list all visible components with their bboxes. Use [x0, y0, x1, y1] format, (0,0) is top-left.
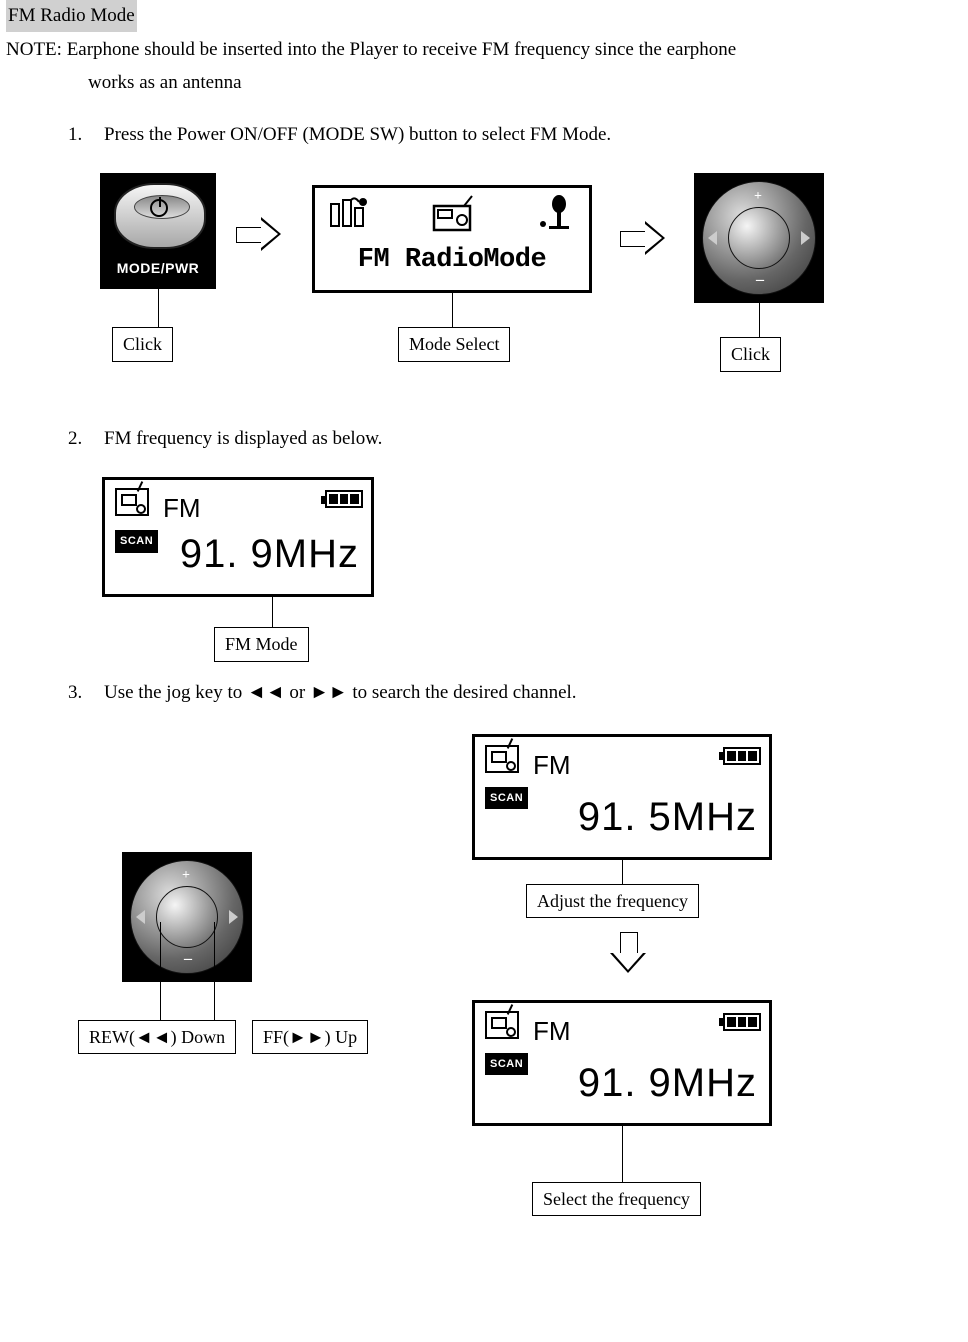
lcd-fm-display: FM SCAN 91. 9MHz [102, 477, 374, 597]
pointer-line [160, 922, 161, 1022]
minus-icon: – [756, 266, 764, 293]
jog-ff-icon [229, 910, 238, 924]
step-2: 2. FM frequency is displayed as below. [68, 423, 962, 455]
battery-icon [325, 490, 363, 508]
lcd-fm-adjust: FM SCAN 91. 5MHz [472, 734, 772, 860]
note-line1: NOTE: Earphone should be inserted into t… [6, 34, 962, 66]
title-highlight: FM Radio Mode [6, 0, 137, 32]
lcd-fm-select: FM SCAN 91. 9MHz [472, 1000, 772, 1126]
plus-icon: + [754, 185, 762, 209]
pointer-line [759, 303, 760, 339]
battery-icon [723, 747, 761, 765]
step-3-text: Use the jog key to ◄◄ or ►► to search th… [104, 677, 577, 709]
battery-icon [723, 1013, 761, 1031]
note-prefix: NOTE: [6, 39, 62, 60]
pointer-line [452, 293, 453, 329]
scan-badge: SCAN [485, 787, 528, 810]
click-label-2: Click [720, 337, 781, 372]
mode-pwr-button: MODE/PWR [100, 173, 216, 289]
click-label-1: Click [112, 327, 173, 362]
step-2-text: FM frequency is displayed as below. [104, 423, 382, 455]
fm-text: FM [533, 1009, 571, 1053]
pointer-line [622, 1126, 623, 1184]
jog-wheel-controls: + – [122, 852, 252, 982]
ff-up-label: FF(►►) Up [252, 1020, 368, 1055]
music-mode-icon [325, 194, 373, 234]
freq-value: 91. 9MHz [180, 520, 359, 588]
step-3-num: 3. [68, 677, 90, 709]
jog-rew-icon [136, 910, 145, 924]
jog-right-icon [801, 231, 810, 245]
freq-value: 91. 9MHz [578, 1049, 757, 1117]
scan-badge: SCAN [115, 530, 158, 553]
plus-icon: + [182, 864, 190, 888]
mode-pwr-label: MODE/PWR [102, 257, 214, 281]
pointer-line [622, 860, 623, 886]
step-1-num: 1. [68, 119, 90, 151]
radio-dial-icon [506, 761, 516, 771]
select-freq-label: Select the frequency [532, 1182, 701, 1217]
mode-icons-row [325, 194, 579, 234]
freq-value: 91. 5MHz [578, 783, 757, 851]
pointer-line [158, 289, 159, 329]
mode-select-label: Mode Select [398, 327, 510, 362]
step-1: 1. Press the Power ON/OFF (MODE SW) butt… [68, 119, 962, 151]
arrow-right-icon [236, 215, 286, 253]
step-1-text: Press the Power ON/OFF (MODE SW) button … [104, 119, 611, 151]
arrow-down-icon [606, 932, 650, 978]
step2-diagram: FM SCAN 91. 9MHz FM Mode [102, 477, 962, 677]
page-title: FM Radio Mode [6, 0, 962, 32]
note-line2: works as an antenna [88, 67, 962, 99]
step3-diagram: + – REW(◄◄) Down FF(►►) Up FM SCAN 91. 5… [102, 732, 962, 1292]
lcd-mode-select: FM RadioMode [312, 185, 592, 293]
fm-mode-label: FM Mode [214, 627, 309, 662]
jog-left-icon [708, 231, 717, 245]
lcd-mode-text: FM RadioMode [315, 238, 589, 284]
mic-mode-icon [531, 194, 579, 234]
minus-icon: – [184, 945, 192, 972]
arrow-right-icon [620, 219, 670, 257]
note-text1: Earphone should be inserted into the Pla… [67, 39, 737, 60]
radio-dial-icon [506, 1027, 516, 1037]
radio-mode-icon [428, 194, 476, 234]
step1-diagram: MODE/PWR Click FM Rad [102, 173, 962, 373]
fm-text: FM [533, 743, 571, 787]
adjust-freq-label: Adjust the frequency [526, 884, 699, 919]
scan-badge: SCAN [485, 1053, 528, 1076]
step-2-num: 2. [68, 423, 90, 455]
jog-wheel: + – [694, 173, 824, 303]
rew-down-label: REW(◄◄) Down [78, 1020, 236, 1055]
pointer-line [214, 922, 215, 1022]
pointer-line [272, 597, 273, 629]
step-3: 3. Use the jog key to ◄◄ or ►► to search… [68, 677, 962, 709]
